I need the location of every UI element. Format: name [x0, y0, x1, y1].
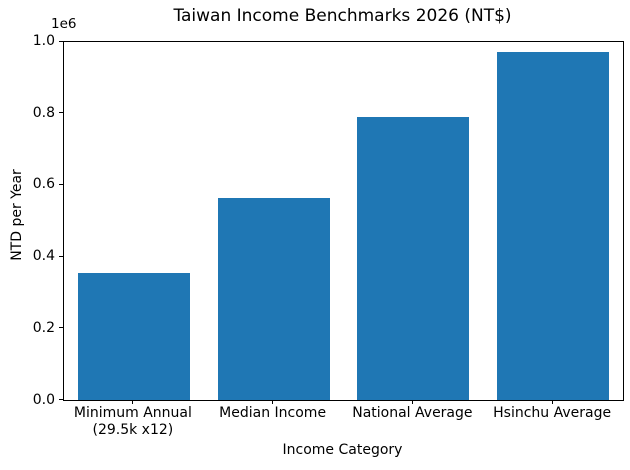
y-tick-label-3: 0.6 — [32, 176, 55, 193]
x-tick-label-4: Hsinchu Average — [493, 405, 612, 421]
x-tick-label-1: Minimum Annual (29.5k x12) — [73, 405, 192, 438]
x-tick-label-2: Median Income — [219, 405, 327, 421]
plot-area — [63, 41, 624, 401]
bar-4 — [497, 52, 610, 400]
y-tick-mark-3 — [59, 183, 63, 185]
y-tick-mark-2 — [59, 255, 63, 257]
bar-1 — [77, 273, 190, 400]
y-tick-label-4: 0.8 — [32, 104, 55, 121]
y-tick-mark-1 — [59, 327, 63, 329]
y-tick-mark-4 — [59, 112, 63, 114]
chart-title: Taiwan Income Benchmarks 2026 (NT$) — [173, 6, 512, 26]
x-tick-mark-4 — [551, 400, 553, 404]
x-tick-mark-2 — [272, 400, 274, 404]
x-tick-mark-1 — [132, 400, 134, 404]
bar-2 — [217, 198, 330, 400]
y-tick-mark-0 — [59, 399, 63, 400]
x-tick-mark-3 — [411, 400, 413, 404]
y-tick-label-2: 0.4 — [32, 248, 55, 265]
y-axis-offset-label: 1e6 — [51, 16, 77, 32]
y-tick-label-5: 1.0 — [32, 33, 55, 49]
x-axis-label: Income Category — [282, 442, 403, 458]
y-tick-label-0: 0.0 — [32, 391, 55, 408]
y-tick-label-1: 0.2 — [32, 319, 55, 336]
bar-3 — [357, 116, 470, 400]
x-tick-label-3: National Average — [352, 405, 473, 421]
y-tick-mark-5 — [59, 40, 63, 42]
